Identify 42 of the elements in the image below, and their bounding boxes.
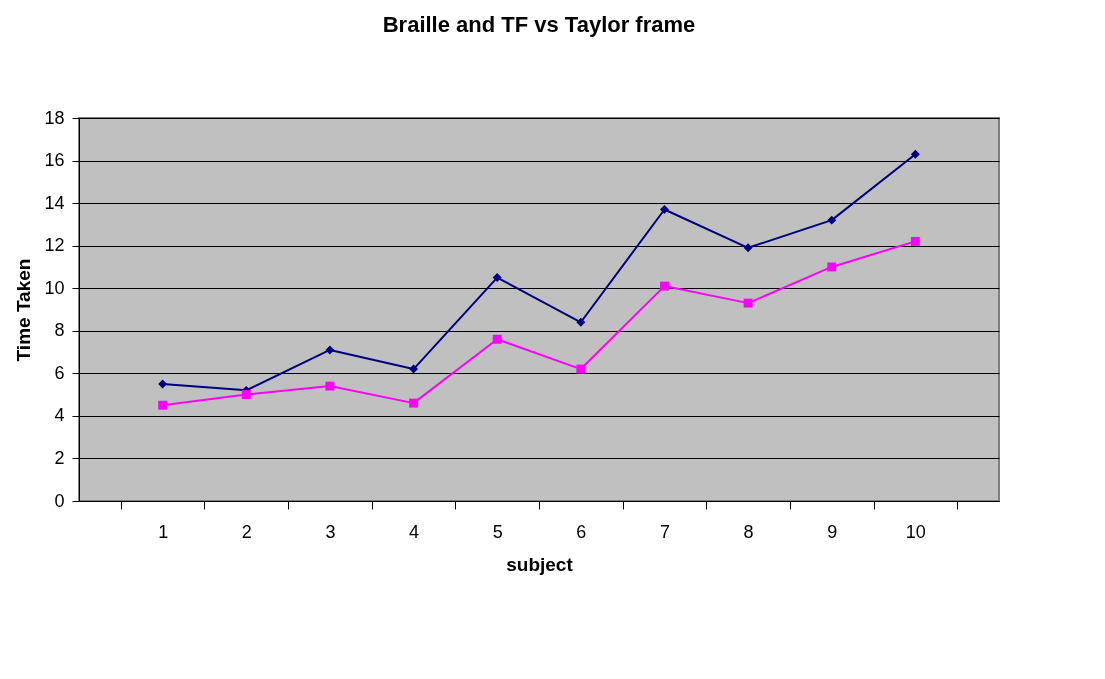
y-tick-label: 6 xyxy=(54,362,65,383)
point xyxy=(910,149,920,159)
x-tick-label: 10 xyxy=(905,521,926,542)
point xyxy=(659,205,669,214)
point xyxy=(576,364,586,374)
y-tick-label: 12 xyxy=(44,235,65,256)
point xyxy=(409,364,419,374)
x-tick-label: 1 xyxy=(158,521,169,542)
point xyxy=(827,262,837,272)
chart-title: Braille and TF vs Taylor frame xyxy=(382,12,696,37)
y-tick-label: 14 xyxy=(44,192,65,213)
point xyxy=(910,236,920,246)
y-tick-label: 2 xyxy=(54,447,65,468)
point xyxy=(492,334,502,344)
x-tick-label: 5 xyxy=(492,521,503,542)
point xyxy=(241,390,251,400)
x-tick-label: 6 xyxy=(576,521,587,542)
y-tick-label: 10 xyxy=(44,277,65,298)
y-tick-label: 4 xyxy=(54,405,65,426)
point xyxy=(492,273,502,283)
x-axis-title: subject xyxy=(506,553,574,575)
point xyxy=(827,215,837,225)
x-tick-label: 2 xyxy=(241,521,252,542)
x-tick-label: 7 xyxy=(659,521,670,542)
x-tick-label: 3 xyxy=(325,521,336,542)
y-tick-label: 8 xyxy=(54,320,65,341)
point xyxy=(743,243,753,253)
y-tick-label: 18 xyxy=(44,107,65,128)
y-axis-title: Time Taken xyxy=(13,258,35,362)
x-tick-label: 9 xyxy=(827,521,838,542)
point xyxy=(409,398,419,408)
y-tick-label: 16 xyxy=(44,150,65,171)
point xyxy=(325,381,335,391)
point xyxy=(158,379,168,389)
point xyxy=(659,281,669,291)
point xyxy=(325,345,335,355)
point xyxy=(158,400,168,410)
x-tick-label: 4 xyxy=(409,521,420,542)
point xyxy=(576,317,586,327)
y-tick-label: 0 xyxy=(54,490,65,511)
point xyxy=(743,298,753,308)
x-tick-label: 8 xyxy=(743,521,754,542)
